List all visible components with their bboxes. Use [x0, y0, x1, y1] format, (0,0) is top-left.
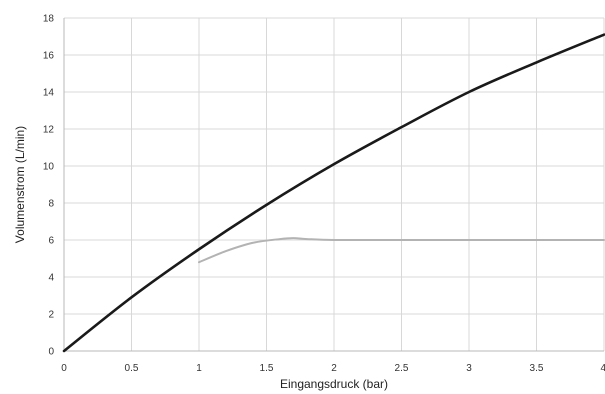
y-tick-label: 16 [43, 51, 55, 62]
y-tick-label: 10 [43, 162, 55, 173]
y-tick-label: 18 [43, 14, 55, 25]
axes [63, 18, 604, 352]
x-tick-label: 4 [600, 363, 605, 374]
x-tick-label: 3 [466, 363, 472, 374]
x-axis-label: Eingangsdruck (bar) [280, 377, 388, 391]
x-tick-label: 1 [196, 363, 202, 374]
x-tick-label: 0.5 [125, 363, 139, 374]
y-tick-label: 0 [48, 347, 54, 358]
y-tick-label: 6 [48, 236, 54, 247]
grid [64, 17, 605, 351]
y-tick-label: 12 [43, 125, 55, 136]
y-tick-label: 8 [48, 199, 54, 210]
x-tick-label: 2 [331, 363, 337, 374]
series-line-gray [198, 237, 605, 264]
y-axis-label: Volumenstrom (L/min) [13, 126, 27, 243]
series-lines [62, 33, 605, 353]
x-tick-label: 2.5 [395, 363, 409, 374]
x-tick-label: 3.5 [530, 363, 544, 374]
y-tick-label: 4 [48, 273, 54, 284]
x-tick-label: 1.5 [260, 363, 274, 374]
y-tick-label: 2 [48, 310, 54, 321]
tick-labels: 0 2 4 6 8 10 12 14 16 18 0 0.5 1 1.5 2 2.5 3 3.5 4 [43, 14, 605, 375]
y-tick-label: 14 [43, 88, 55, 99]
series-line-dark [62, 33, 605, 353]
x-tick-label: 0 [61, 363, 67, 374]
